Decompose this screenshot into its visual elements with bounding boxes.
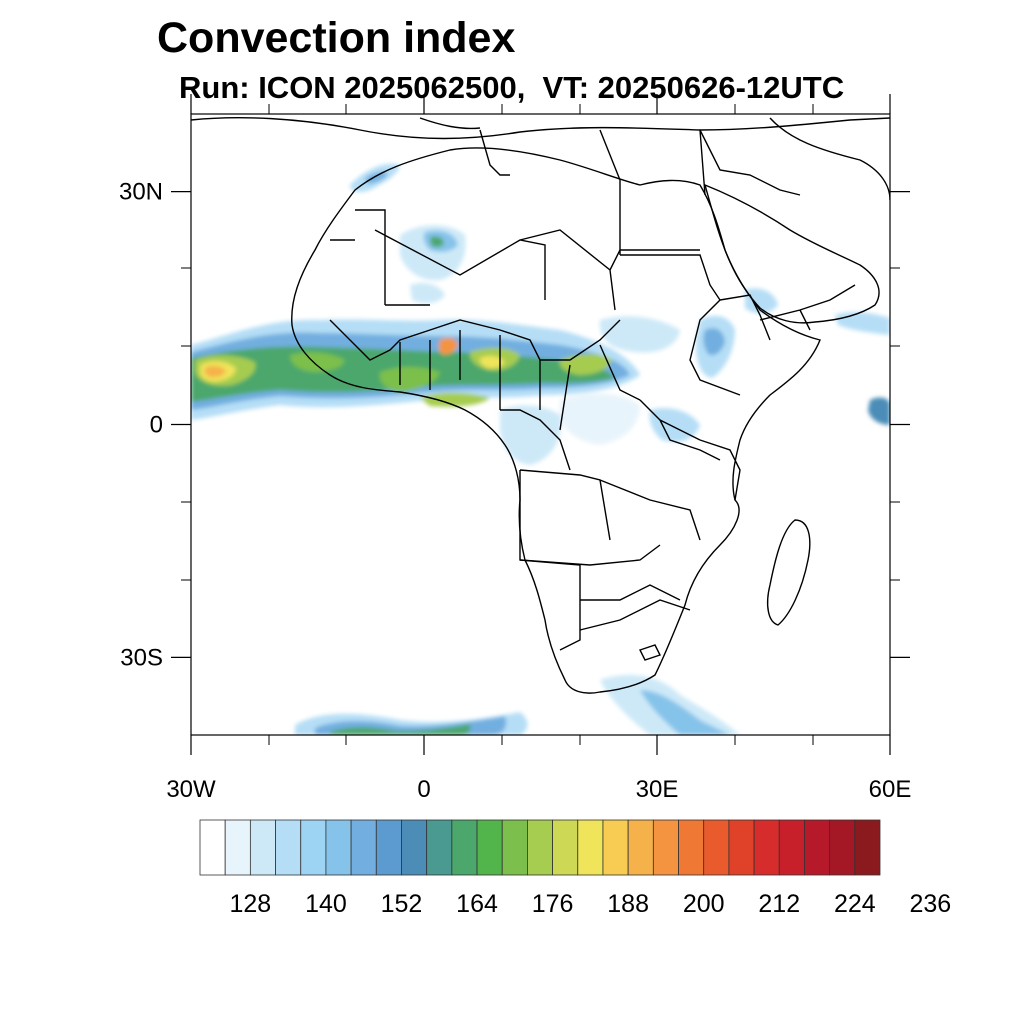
colorbar-swatch-2	[249, 819, 276, 876]
colorbar-swatch-21	[728, 819, 755, 876]
colorbar-label-5: 188	[607, 890, 649, 918]
lon-label-3: 60E	[869, 776, 912, 803]
colorbar-swatch-16	[602, 819, 629, 876]
colorbar-swatch-14	[552, 819, 579, 876]
colorbar-swatch-22	[753, 819, 780, 876]
colorbar-label-7: 212	[758, 890, 800, 918]
colorbar-label-3: 164	[456, 890, 498, 918]
colorbar-swatch-20	[703, 819, 730, 876]
colorbar-label-4: 176	[532, 890, 574, 918]
coastlines	[191, 116, 890, 694]
colorbar-label-2: 152	[381, 890, 423, 918]
major-ticks: 30N 0 30S 30W 0 30E 60E	[119, 94, 911, 803]
map-subtitle: Run: ICON 2025062500, VT: 20250626-12UTC	[179, 70, 845, 105]
colorbar: 128 140 152 164 176 188 200 212 224 236	[199, 819, 952, 918]
colorbar-label-6: 200	[683, 890, 725, 918]
lon-label-1: 0	[417, 776, 430, 803]
colorbar-swatch-7	[375, 819, 402, 876]
colorbar-swatch-24	[804, 819, 831, 876]
colorbar-swatch-3	[275, 819, 302, 876]
colorbar-swatch-0	[199, 819, 226, 876]
lat-label-0: 30N	[119, 179, 163, 206]
colorbar-swatch-1	[224, 819, 251, 876]
colorbar-swatch-13	[527, 819, 553, 876]
colorbar-swatch-9	[426, 819, 453, 876]
colorbar-swatch-23	[778, 819, 805, 876]
colorbar-swatch-6	[350, 819, 377, 876]
colorbar-swatch-5	[325, 819, 352, 876]
convection-field	[191, 163, 890, 735]
colorbar-label-1: 140	[305, 890, 347, 918]
colorbar-swatch-10	[451, 819, 478, 876]
colorbar-label-0: 128	[230, 890, 272, 918]
colorbar-swatch-18	[652, 819, 679, 876]
colorbar-swatch-26	[854, 819, 881, 876]
colorbar-swatch-15	[577, 819, 604, 876]
lon-label-2: 30E	[636, 776, 679, 803]
lat-label-2: 30S	[120, 644, 163, 671]
colorbar-swatch-19	[678, 819, 705, 876]
colorbar-swatch-12	[501, 819, 528, 876]
lon-label-0: 30W	[166, 776, 216, 803]
colorbar-swatch-25	[829, 819, 856, 876]
colorbar-label-9: 236	[910, 890, 952, 918]
minor-ticks	[181, 104, 900, 745]
colorbar-label-8: 224	[834, 890, 876, 918]
colorbar-swatch-17	[627, 819, 654, 876]
map-title: Convection index	[157, 14, 516, 62]
colorbar-swatch-8	[401, 819, 428, 876]
colorbar-swatch-11	[476, 819, 503, 876]
colorbar-swatch-4	[300, 819, 327, 876]
lat-label-1: 0	[150, 412, 163, 439]
